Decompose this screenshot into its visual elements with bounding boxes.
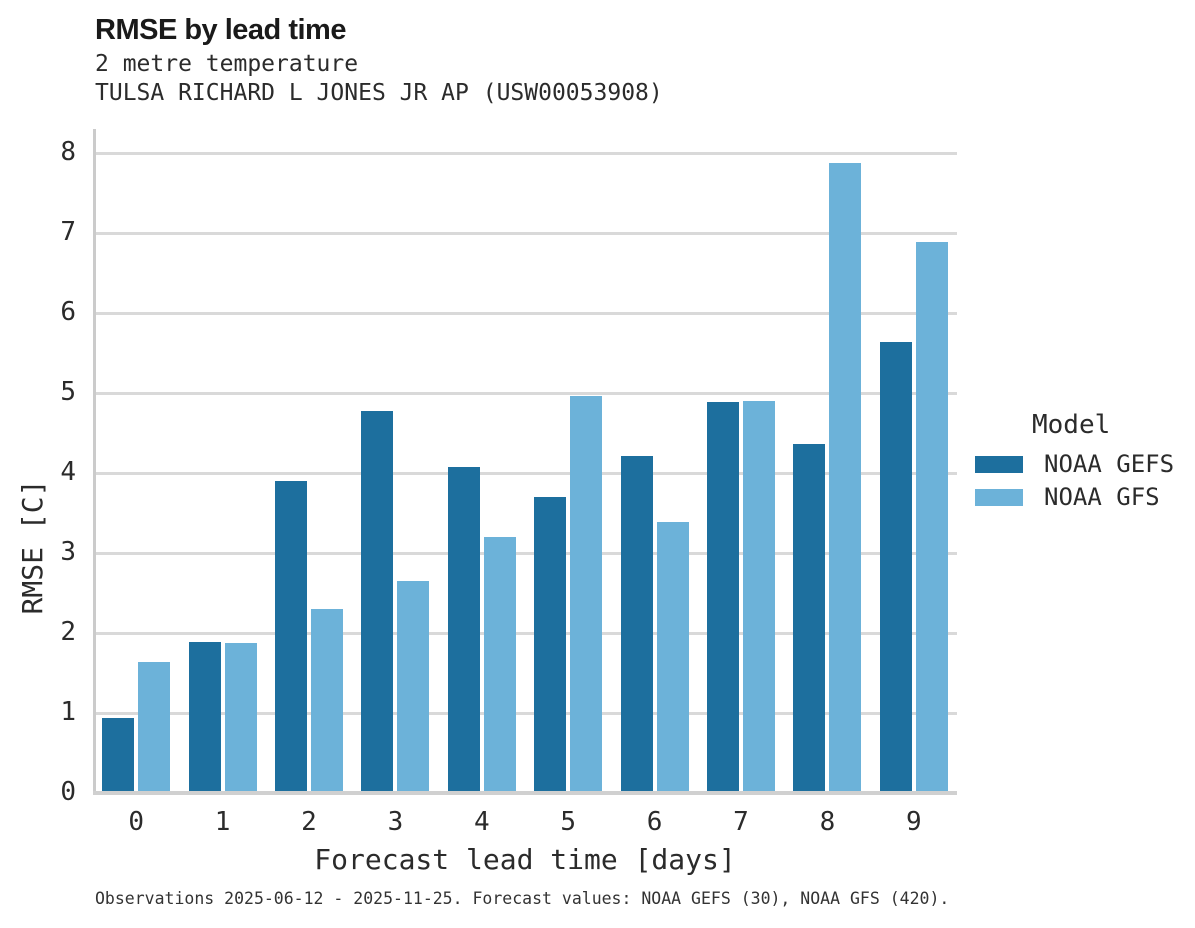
bar-noaa-gfs-lead-4 [483,537,516,793]
plot-area [93,129,957,795]
bar-noaa-gefs-lead-5 [534,497,567,793]
legend-title: Model [1032,410,1111,440]
legend-swatch-icon [975,455,1023,473]
y-tick-0: 0 [60,777,76,807]
gridline-y-3 [96,551,957,555]
y-tick-1: 1 [60,697,76,727]
legend-entry-noaa-gefs: NOAA GEFS [975,452,1190,476]
bar-noaa-gefs-lead-8 [793,444,826,793]
chart-subtitle-station: TULSA RICHARD L JONES JR AP (USW00053908… [95,80,663,106]
bar-noaa-gefs-lead-1 [188,641,221,793]
bar-noaa-gfs-lead-5 [570,396,603,793]
y-tick-4: 4 [60,457,76,487]
bar-noaa-gfs-lead-7 [743,401,775,793]
x-tick-3: 3 [387,807,404,837]
bar-noaa-gfs-lead-8 [829,162,862,793]
bar-noaa-gefs-lead-2 [275,481,307,793]
x-tick-7: 7 [733,807,749,837]
gridline-y-1 [96,711,957,715]
x-tick-2: 2 [301,807,317,837]
y-tick-8: 8 [60,137,76,167]
legend-swatch-icon [975,488,1023,506]
bar-noaa-gfs-lead-2 [311,609,343,793]
legend-label: NOAA GEFS [1044,450,1175,478]
bar-noaa-gefs-lead-3 [361,410,394,793]
chart-subtitle-variable: 2 metre temperature [95,51,359,77]
y-tick-3: 3 [60,537,76,567]
gridline-y-4 [96,471,957,475]
legend-entries: NOAA GEFS NOAA GFS [975,452,1190,509]
legend-entry-noaa-gfs: NOAA GFS [975,485,1190,509]
y-tick-2: 2 [60,617,76,647]
x-tick-9: 9 [905,807,922,837]
gridline-y-7 [96,231,957,235]
x-axis-baseline [93,791,957,795]
y-tick-5: 5 [60,377,76,407]
x-axis-label: Forecast lead time [days] [314,843,736,876]
x-tick-5: 5 [560,807,577,837]
x-tick-1: 1 [214,807,231,837]
y-axis-spine [93,129,96,793]
bar-noaa-gfs-lead-0 [138,661,171,793]
bar-noaa-gefs-lead-7 [707,401,739,793]
y-tick-7: 7 [60,217,76,247]
gridline-y-8 [96,151,957,155]
legend-label: NOAA GFS [1044,483,1160,511]
bar-noaa-gefs-lead-6 [620,456,653,793]
bar-noaa-gefs-lead-0 [102,717,135,793]
bar-noaa-gefs-lead-9 [879,341,912,793]
bar-noaa-gfs-lead-6 [656,521,689,793]
legend: Model NOAA GEFS NOAA GFS [975,410,1190,518]
x-tick-0: 0 [128,807,145,837]
caption: Observations 2025-06-12 - 2025-11-25. Fo… [95,889,950,908]
bar-noaa-gefs-lead-4 [447,466,480,793]
bar-noaa-gfs-lead-9 [915,241,948,793]
gridline-y-2 [96,631,957,635]
chart-title: RMSE by lead time [95,14,346,46]
gridline-y-5 [96,391,957,395]
bar-noaa-gfs-lead-1 [224,642,257,793]
x-tick-8: 8 [819,807,836,837]
x-tick-4: 4 [473,807,490,837]
x-tick-6: 6 [646,807,663,837]
y-tick-6: 6 [60,297,76,327]
bar-noaa-gfs-lead-3 [397,581,430,793]
gridline-y-6 [96,311,957,315]
